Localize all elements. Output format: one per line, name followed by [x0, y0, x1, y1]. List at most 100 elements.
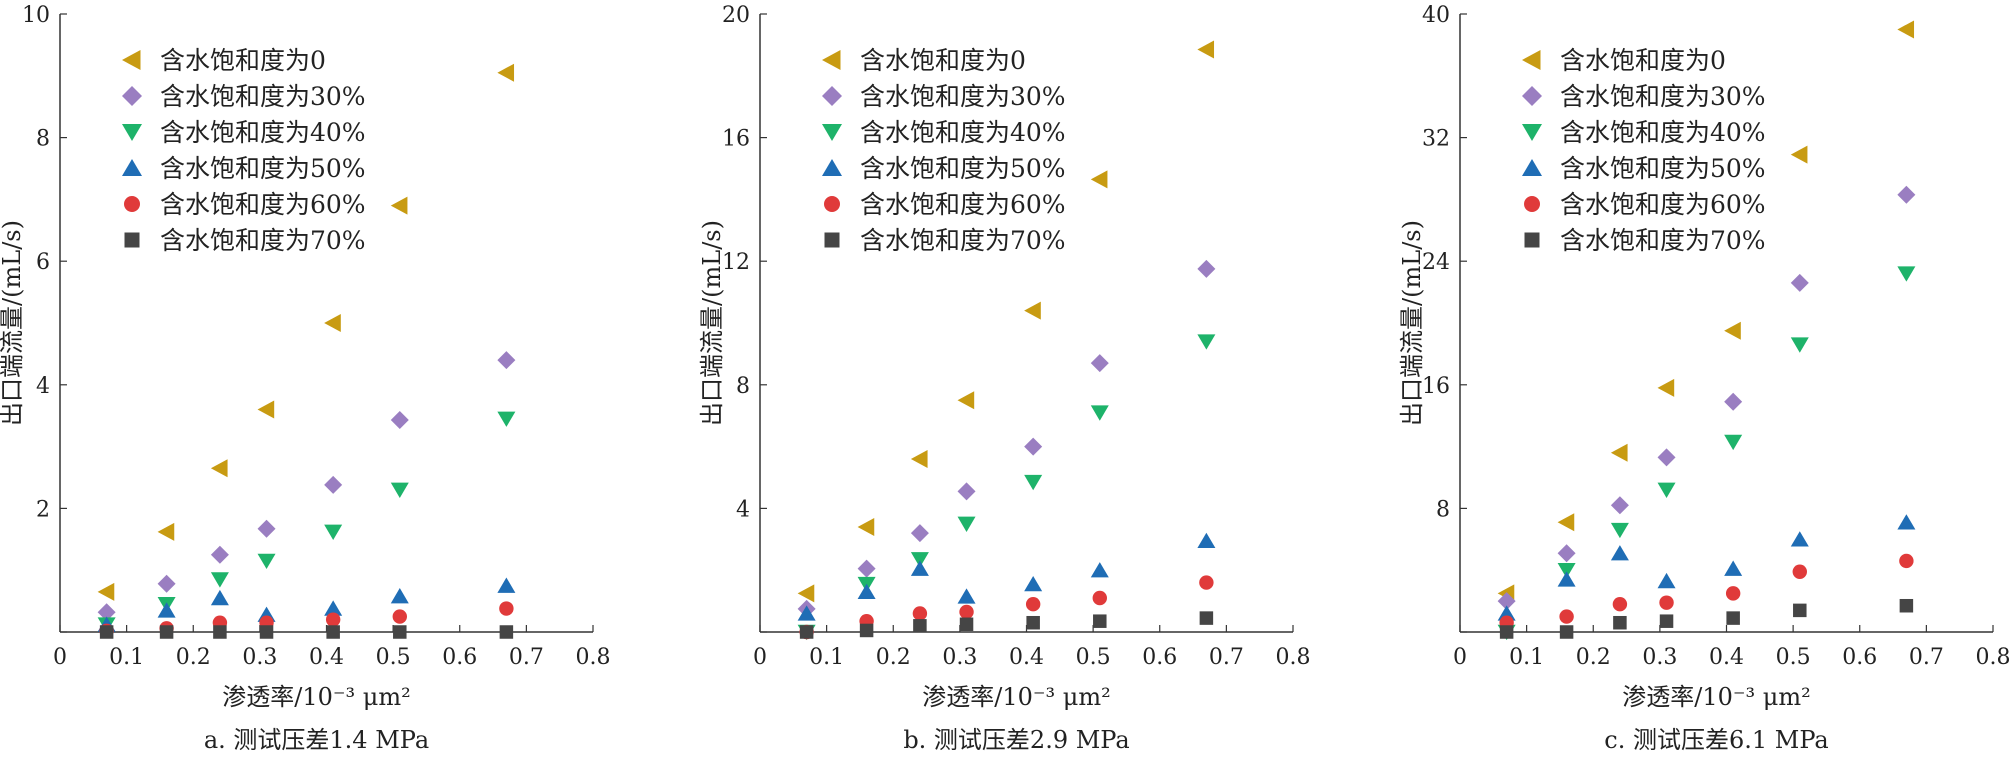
x-tick-label: 0.1 [1509, 645, 1544, 670]
legend-label: 含水饱和度为70% [1560, 226, 1766, 255]
legend-marker [824, 196, 840, 212]
data-point [1557, 563, 1576, 579]
data-point [1090, 405, 1109, 421]
legend-label: 含水饱和度为0 [860, 46, 1026, 75]
x-tick-label: 0 [753, 645, 767, 670]
legend-label: 含水饱和度为50% [1560, 154, 1766, 183]
data-point [1610, 443, 1628, 462]
data-point [1613, 615, 1627, 630]
data-point [159, 625, 174, 639]
data-point [1897, 20, 1915, 39]
y-tick-label: 20 [722, 3, 750, 28]
data-point [1657, 378, 1675, 397]
data-point [912, 606, 928, 621]
x-tick-label: 0.8 [576, 645, 611, 670]
data-point [910, 560, 929, 576]
data-point [1657, 572, 1676, 589]
data-point [257, 553, 276, 570]
x-tick-label: 0.6 [1842, 645, 1877, 670]
data-point [99, 625, 114, 639]
y-tick-label: 32 [1422, 127, 1450, 152]
data-point [157, 522, 175, 541]
x-tick-label: 0.8 [1976, 645, 2011, 670]
data-point [325, 612, 341, 627]
data-point [1197, 259, 1216, 278]
data-point [1612, 596, 1628, 612]
data-point [1199, 575, 1214, 590]
legend-marker [1524, 196, 1540, 212]
y-tick-label: 4 [36, 374, 50, 399]
data-point [1024, 576, 1043, 592]
y-tick-label: 16 [722, 127, 750, 152]
data-point [1897, 266, 1916, 282]
legend-marker [822, 86, 842, 106]
data-point [957, 516, 976, 532]
x-tick-label: 0.6 [442, 645, 477, 670]
x-axis-label: 渗透率/10⁻³ μm² [922, 683, 1111, 711]
data-point [1559, 625, 1574, 639]
legend-marker [1522, 124, 1542, 141]
legend-label: 含水饱和度为50% [860, 154, 1066, 183]
legend-label: 含水饱和度为50% [160, 154, 366, 183]
chart-panel-3: 0 0.1 0.2 0.3 0.4 0.5 0.6 0.7 0.8 8 16 24 32 40 渗透率/10… [1398, 3, 2011, 754]
x-tick-label: 0.3 [242, 645, 277, 670]
x-tick-label: 0.7 [1909, 645, 1944, 670]
x-tick-label: 0.3 [942, 645, 977, 670]
data-point [259, 625, 274, 639]
data-point [799, 625, 814, 639]
data-point [1199, 611, 1214, 625]
data-point [497, 351, 516, 370]
legend-marker [1524, 232, 1540, 248]
legend-label: 含水饱和度为0 [1560, 46, 1726, 75]
legend-label: 含水饱和度为0 [160, 46, 326, 75]
x-tick-label: 0.4 [309, 645, 344, 670]
data-point [1724, 392, 1743, 411]
data-point [390, 588, 409, 604]
legend-marker [822, 124, 842, 141]
legend: 含水饱和度为0 含水饱和度为30% 含水饱和度为40% 含水饱和度为50% 含水饱和度为… [822, 46, 1066, 255]
x-tick-label: 0.5 [1776, 645, 1811, 670]
data-point [1726, 611, 1740, 625]
data-point [497, 577, 516, 593]
data-point [499, 625, 514, 639]
x-tick-label: 0.8 [1276, 645, 1311, 670]
data-point [390, 482, 409, 498]
x-axis-label: 渗透率/10⁻³ μm² [222, 683, 411, 711]
data-point [1897, 514, 1916, 530]
data-point [257, 400, 275, 419]
data-point [913, 619, 927, 633]
data-point [857, 583, 876, 600]
chart-panel-2: 0 0.1 0.2 0.3 0.4 0.5 0.6 0.7 0.8 4 8 12 16 20 渗透率/10⁻… [698, 3, 1311, 754]
data-point [859, 623, 874, 638]
legend-label: 含水饱和度为70% [160, 226, 366, 255]
data-point [797, 605, 816, 621]
y-axis-label: 出口端流量/(mL/s) [1398, 220, 1426, 426]
y-axis-label: 出口端流量/(mL/s) [698, 220, 726, 426]
legend-marker [122, 50, 141, 70]
x-tick-label: 0.5 [376, 645, 411, 670]
legend-marker [1522, 50, 1541, 70]
y-tick-label: 8 [736, 374, 750, 399]
x-tick-label: 0.2 [176, 645, 211, 670]
data-point [210, 589, 229, 606]
data-point [1790, 273, 1809, 292]
data-point [1659, 614, 1674, 628]
data-point [910, 552, 929, 568]
legend-marker [822, 50, 841, 70]
y-axis-label: 出口端流量/(mL/s) [0, 220, 26, 426]
legend-marker [1522, 159, 1542, 176]
x-tick-label: 0.6 [1142, 645, 1177, 670]
legend-label: 含水饱和度为40% [160, 118, 366, 147]
data-point [1092, 590, 1107, 606]
data-point [857, 559, 876, 578]
legend-label: 含水饱和度为60% [160, 190, 366, 219]
data-point [324, 475, 343, 494]
data-point [1792, 564, 1807, 579]
legend-marker [1522, 86, 1542, 106]
legend-marker [124, 232, 140, 248]
data-point [97, 603, 116, 622]
data-point [1659, 595, 1674, 610]
x-tick-label: 0.4 [1709, 645, 1744, 670]
data-point [1090, 354, 1109, 373]
